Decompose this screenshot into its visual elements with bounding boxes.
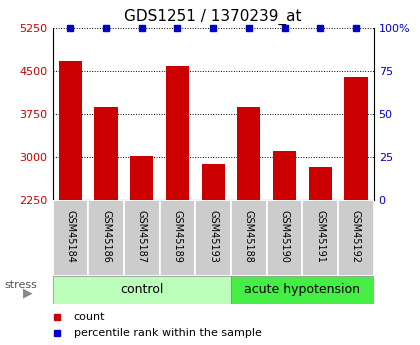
Text: acute hypotension: acute hypotension (244, 283, 360, 296)
Bar (231, 276, 374, 304)
Bar (160, 200, 195, 276)
Text: GSM45191: GSM45191 (315, 210, 325, 263)
Text: GSM45190: GSM45190 (280, 210, 289, 263)
Text: GSM45187: GSM45187 (137, 210, 147, 263)
Text: percentile rank within the sample: percentile rank within the sample (74, 328, 262, 338)
Bar (52, 200, 88, 276)
Bar (59, 61, 82, 200)
Text: count: count (74, 312, 105, 322)
Bar (309, 167, 332, 200)
Text: stress: stress (4, 280, 37, 289)
Text: GSM45188: GSM45188 (244, 210, 254, 263)
Bar (231, 200, 267, 276)
Bar (273, 151, 296, 200)
Bar (124, 200, 160, 276)
Bar (130, 156, 153, 200)
Bar (237, 107, 260, 200)
Bar (88, 200, 124, 276)
Bar (166, 66, 189, 200)
Bar (338, 200, 374, 276)
Text: control: control (120, 283, 163, 296)
Text: GSM45193: GSM45193 (208, 210, 218, 263)
Text: ▶: ▶ (23, 286, 32, 299)
Text: GSM45184: GSM45184 (66, 210, 75, 263)
Text: GSM45186: GSM45186 (101, 210, 111, 263)
Bar (52, 276, 231, 304)
Text: GSM45192: GSM45192 (351, 210, 361, 263)
Text: GSM45189: GSM45189 (173, 210, 182, 263)
Bar (202, 165, 225, 200)
Bar (267, 200, 302, 276)
Bar (302, 200, 338, 276)
Bar (94, 107, 118, 200)
Bar (195, 200, 231, 276)
Bar (344, 77, 368, 200)
Title: GDS1251 / 1370239_at: GDS1251 / 1370239_at (124, 9, 302, 25)
